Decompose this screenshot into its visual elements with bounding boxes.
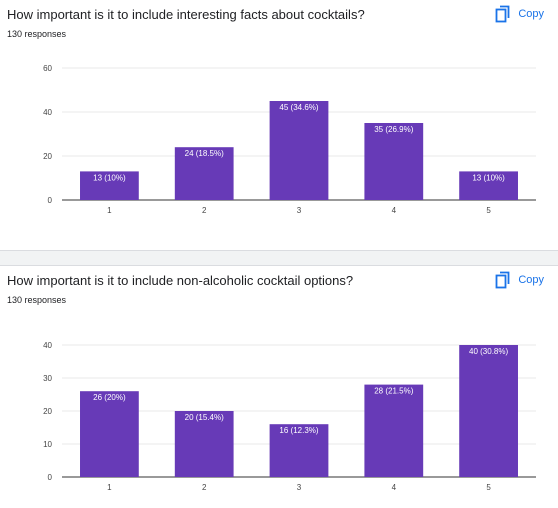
y-tick-label: 20 — [43, 152, 52, 161]
card-separator — [0, 250, 558, 266]
question-title: How important is it to include interesti… — [7, 7, 365, 22]
question-card-1: How important is it to include interesti… — [0, 0, 558, 250]
x-tick-label: 3 — [297, 483, 302, 492]
bar-data-label: 20 (15.4%) — [185, 413, 224, 422]
bar[interactable] — [80, 171, 139, 200]
bar[interactable] — [174, 411, 234, 477]
bar-data-label: 24 (18.5%) — [185, 149, 224, 158]
copy-label: Copy — [518, 274, 544, 286]
response-count: 130 responses — [7, 29, 67, 39]
bar-data-label: 40 (30.8%) — [469, 347, 508, 356]
x-tick-label: 2 — [202, 483, 207, 492]
bar-chart: 0 10 20 30 40 26 (20%) 1 20 (15.4%) 2 16 (12.3%) 3… — [43, 341, 536, 492]
x-tick-label: 5 — [486, 483, 491, 492]
copy-icon — [495, 5, 510, 23]
y-tick-label: 20 — [43, 407, 52, 416]
y-tick-label: 0 — [48, 196, 53, 205]
question-title: How important is it to include non-alcoh… — [7, 273, 354, 288]
bar-data-label: 13 (10%) — [472, 173, 505, 182]
bar-chart: 0 20 40 60 13 (10%) 1 24 (18.5%) 2 45 (34.6%) 3 35… — [43, 64, 536, 215]
x-tick-label: 1 — [107, 483, 112, 492]
x-tick-label: 1 — [107, 206, 112, 215]
bar[interactable] — [174, 147, 234, 200]
bar[interactable] — [269, 424, 329, 477]
bar[interactable] — [459, 345, 518, 477]
x-tick-label: 3 — [297, 206, 302, 215]
y-tick-label: 40 — [43, 341, 52, 350]
y-tick-label: 0 — [48, 473, 53, 482]
x-tick-label: 4 — [392, 206, 397, 215]
bar[interactable] — [364, 384, 424, 477]
copy-icon — [495, 271, 510, 289]
copy-chart-button[interactable]: Copy — [495, 5, 544, 23]
bar-data-label: 28 (21.5%) — [374, 387, 413, 396]
x-tick-label: 4 — [392, 483, 397, 492]
bar-data-label: 16 (12.3%) — [279, 426, 318, 435]
bar-data-label: 35 (26.9%) — [374, 125, 413, 134]
bar[interactable] — [269, 101, 329, 200]
bar[interactable] — [364, 123, 424, 200]
copy-chart-button[interactable]: Copy — [495, 271, 544, 289]
x-tick-label: 2 — [202, 206, 207, 215]
question-card-2: How important is it to include non-alcoh… — [0, 266, 558, 508]
y-tick-label: 60 — [43, 64, 52, 73]
bar-data-label: 26 (20%) — [93, 393, 126, 402]
response-count: 130 responses — [7, 295, 67, 305]
y-tick-label: 10 — [43, 440, 52, 449]
x-tick-label: 5 — [486, 206, 491, 215]
y-tick-label: 30 — [43, 374, 52, 383]
bar-data-label: 45 (34.6%) — [279, 103, 318, 112]
copy-label: Copy — [518, 8, 544, 20]
y-tick-label: 40 — [43, 108, 52, 117]
bar[interactable] — [80, 391, 139, 477]
bar[interactable] — [459, 171, 518, 200]
bar-data-label: 13 (10%) — [93, 173, 126, 182]
